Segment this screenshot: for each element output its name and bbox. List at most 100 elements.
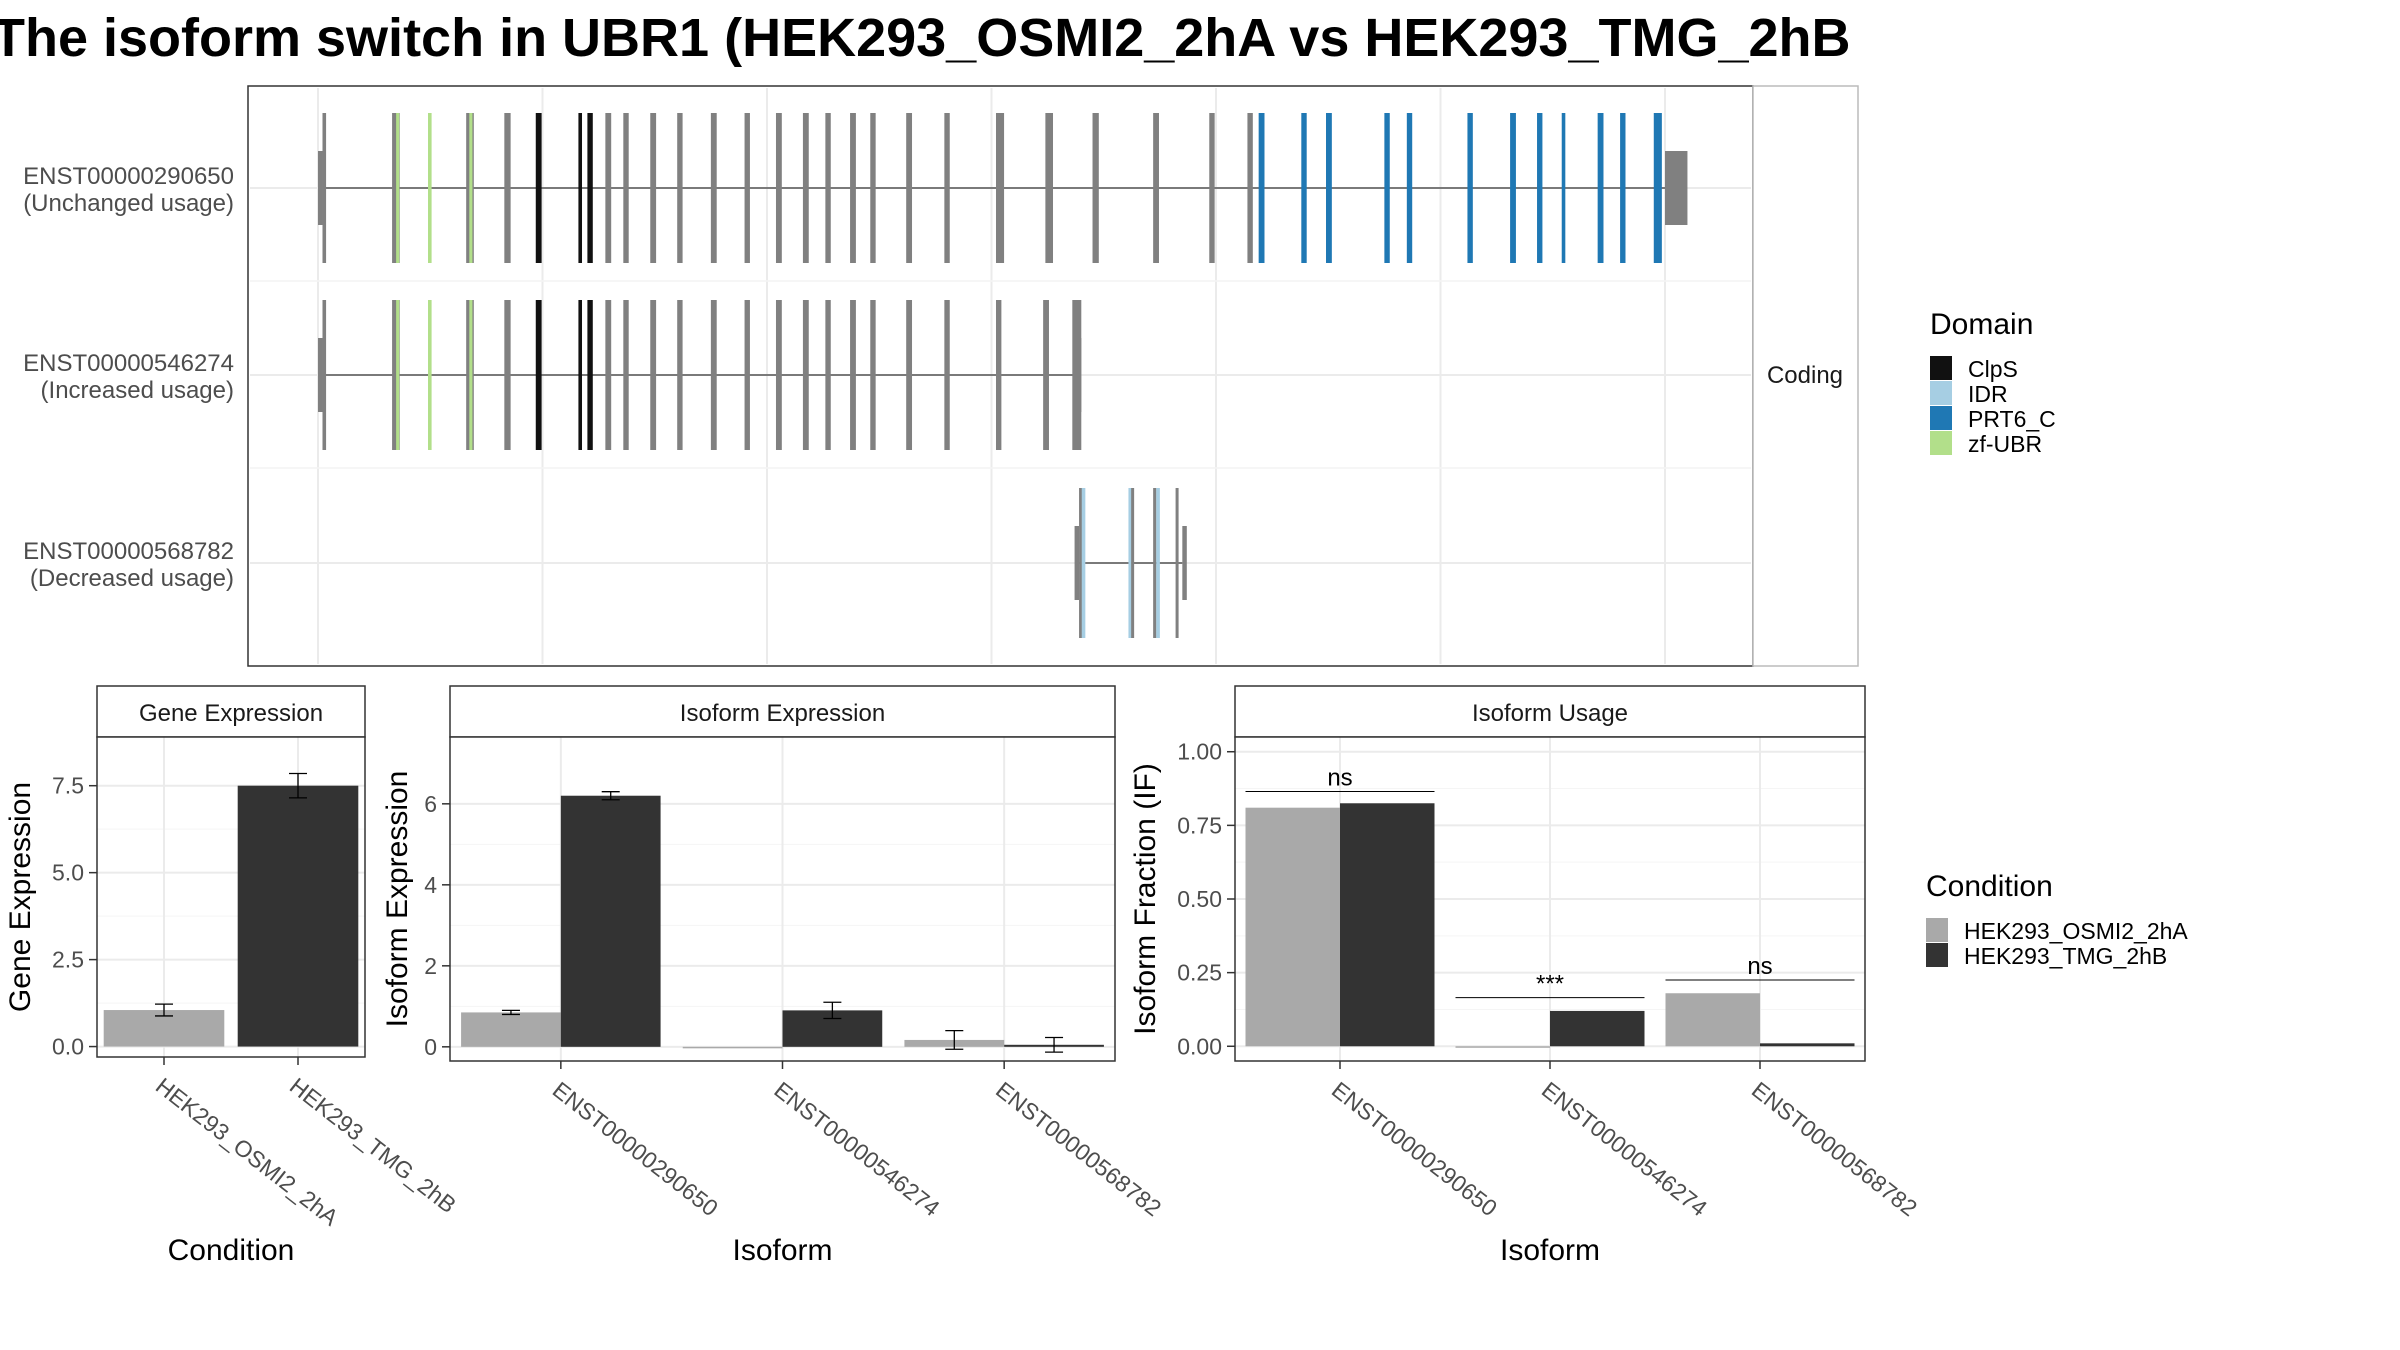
- exon-block: [623, 113, 629, 263]
- exon-zf-ubr-domain: [469, 300, 473, 450]
- exon-idr-domain: [1156, 488, 1160, 638]
- exon-clps-domain: [578, 113, 583, 263]
- exon-idr-domain: [1128, 488, 1132, 638]
- y-tick-label: 0.50: [1177, 886, 1222, 912]
- y-tick-label: 2: [424, 953, 437, 979]
- exon-prt6_c-domain: [1597, 113, 1604, 263]
- domain-legend-key: [1930, 406, 1952, 430]
- bar: [1245, 807, 1340, 1047]
- exon-block: [802, 300, 809, 450]
- bar: [1340, 803, 1435, 1047]
- transcript-usage-label: (Increased usage): [41, 377, 234, 404]
- exon-prt6_c-domain: [1510, 113, 1516, 263]
- exon-block: [504, 300, 511, 450]
- significance-label: ***: [1536, 971, 1564, 998]
- exon-clps-domain: [535, 300, 542, 450]
- domain-legend-label: IDR: [1968, 381, 2008, 407]
- exon-block: [744, 113, 750, 263]
- bar: [1455, 1046, 1550, 1048]
- coding-strip-label: Coding: [1767, 362, 1843, 389]
- exon-zf-ubr-domain: [428, 300, 432, 450]
- y-tick-label: 6: [424, 791, 437, 817]
- y-tick-label: 2.5: [52, 947, 84, 973]
- x-tick-label: ENST00000568782: [1747, 1076, 1922, 1221]
- exon-idr-domain: [1081, 488, 1086, 638]
- exon-block: [1209, 113, 1215, 263]
- x-tick-label: ENST00000290650: [1327, 1076, 1502, 1221]
- y-tick-label: 0.25: [1177, 960, 1222, 986]
- isoform-expression-panel: Isoform Expression 0 2 4 6 ENST00000290650 ENS…: [381, 685, 1166, 1267]
- exon-block: [322, 300, 327, 450]
- exon-block: [850, 113, 856, 263]
- isoform-usage-panel: Isoform Usage 0.00 0.25 0.50 0.75 1.00 ns *** ns…: [1129, 685, 1922, 1267]
- domain-legend-label: zf-UBR: [1968, 431, 2042, 457]
- exon-block: [944, 300, 950, 450]
- panel-strip: [449, 685, 1116, 738]
- exon-block: [906, 113, 913, 263]
- exon-prt6_c-domain: [1326, 113, 1332, 263]
- y-axis-title: Isoform Expression: [381, 771, 414, 1028]
- exon-block: [650, 113, 657, 263]
- domain-legend-key: [1930, 431, 1952, 455]
- exon-block: [825, 113, 831, 263]
- exon-prt6_c-domain: [1301, 113, 1307, 263]
- domain-legend-key: [1930, 381, 1952, 405]
- x-tick-label: ENST00000290650: [548, 1076, 723, 1221]
- utr-block: [1074, 526, 1080, 600]
- transcript-structures: [318, 113, 1688, 638]
- x-tick-label: ENST00000546274: [1537, 1076, 1712, 1221]
- exon-block: [710, 113, 717, 263]
- significance-label: ns: [1747, 953, 1772, 980]
- exon-zf-ubr-domain: [469, 113, 473, 263]
- exon-prt6_c-domain: [1406, 113, 1413, 263]
- y-axis-title: Gene Expression: [4, 782, 37, 1012]
- domain-legend-label: ClpS: [1968, 356, 2018, 382]
- y-tick-label: 7.5: [52, 773, 84, 799]
- exon-block: [1247, 113, 1253, 263]
- bar: [461, 1012, 561, 1047]
- y-tick-label: 0.75: [1177, 812, 1222, 838]
- bar: [237, 785, 359, 1047]
- transcript-id-label: ENST00000568782: [23, 538, 234, 565]
- exon-block: [802, 113, 809, 263]
- panel-strip: [96, 685, 366, 738]
- exon-block: [1153, 488, 1157, 638]
- exon-block: [605, 113, 612, 263]
- utr-block: [318, 151, 323, 225]
- y-axis-title: Isoform Fraction (IF): [1129, 763, 1162, 1035]
- exon-block: [504, 113, 511, 263]
- y-tick-label: 4: [424, 872, 437, 898]
- exon-clps-domain: [535, 113, 542, 263]
- y-tick-label: 1.00: [1177, 739, 1222, 765]
- exon-prt6_c-domain: [1537, 113, 1543, 263]
- condition-legend-key-a: [1926, 918, 1948, 942]
- exon-block: [650, 300, 657, 450]
- exon-block: [775, 300, 782, 450]
- exon-prt6_c-domain: [1467, 113, 1473, 263]
- x-tick-label: ENST00000568782: [991, 1076, 1166, 1221]
- exon-block: [906, 300, 913, 450]
- condition-legend-label-a: HEK293_OSMI2_2hA: [1964, 918, 2188, 944]
- condition-legend-title: Condition: [1926, 870, 2053, 903]
- exon-block: [623, 300, 629, 450]
- utr-block: [1665, 151, 1688, 225]
- utr-block: [318, 338, 323, 412]
- utr-block: [1182, 526, 1187, 600]
- panel-strip: [1234, 685, 1866, 738]
- exon-zf-ubr-domain: [428, 113, 432, 263]
- exon-block: [605, 300, 612, 450]
- exon-block: [870, 113, 876, 263]
- figure-title: The isoform switch in UBR1 (HEK293_OSMI2…: [0, 8, 1851, 68]
- panel-title: Gene Expression: [139, 700, 323, 727]
- exon-clps-domain: [587, 113, 593, 263]
- transcript-id-label: ENST00000290650: [23, 163, 234, 190]
- bar: [1550, 1010, 1645, 1047]
- exon-block: [1079, 488, 1083, 638]
- domain-legend-title: Domain: [1930, 308, 2033, 341]
- exon-block: [392, 113, 400, 263]
- domain-legend-label: PRT6_C: [1968, 406, 2056, 432]
- exon-prt6_c-domain: [1620, 113, 1626, 263]
